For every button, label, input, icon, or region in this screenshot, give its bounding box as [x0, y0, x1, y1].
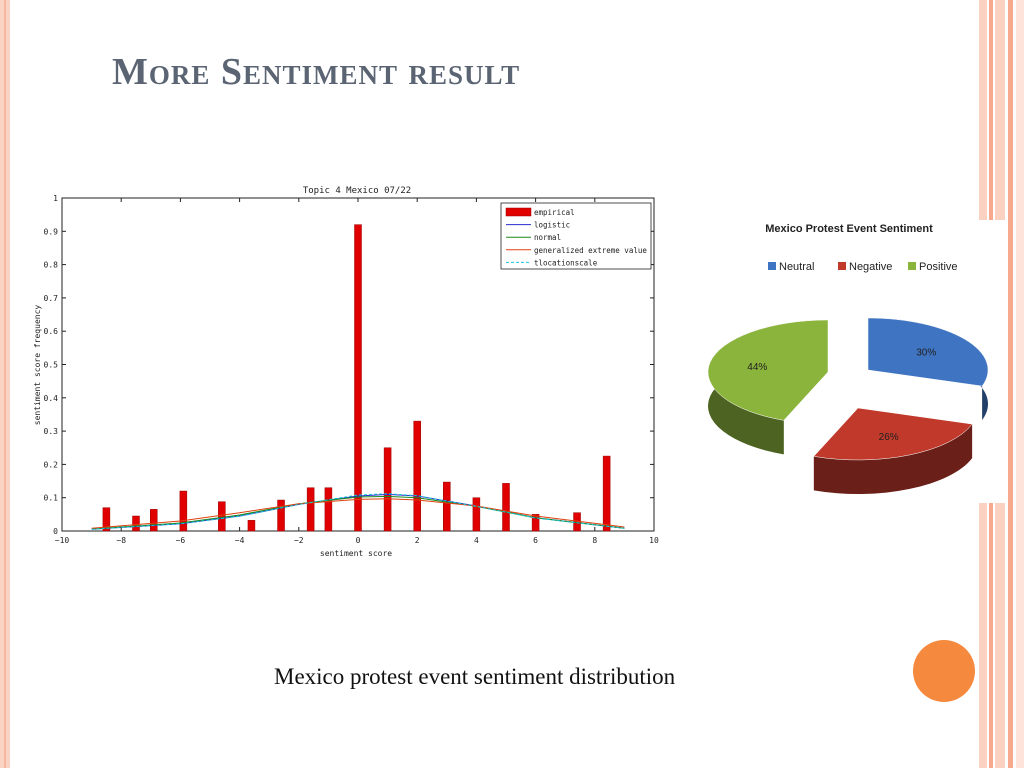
x-tick-label: 4 — [474, 536, 479, 545]
y-tick-label: 0.9 — [44, 227, 59, 236]
x-tick-label: 0 — [356, 536, 361, 545]
histogram-bar — [602, 455, 611, 532]
histogram-bar — [472, 497, 481, 532]
left-border-line — [4, 0, 6, 768]
x-tick-label: −10 — [55, 536, 70, 545]
pie-slice-side — [813, 424, 973, 494]
y-axis-label: sentiment score frequency — [33, 305, 42, 426]
y-tick-label: 0.5 — [44, 361, 59, 370]
histogram-bar — [132, 515, 140, 532]
legend-entry: tlocationscale — [534, 258, 598, 267]
x-tick-label: −6 — [176, 536, 186, 545]
pie-slice-label: 26% — [879, 432, 899, 443]
legend-entry: Negative — [849, 261, 892, 273]
pie-slice-label: 30% — [916, 348, 936, 359]
chart-legend: empirical logistic normal generalized extre… — [500, 202, 652, 270]
pie-legend: Neutral Negative Positive — [768, 261, 958, 273]
x-tick-label: −4 — [235, 536, 245, 545]
x-axis-label: sentiment score — [320, 549, 392, 558]
x-tick-label: −2 — [294, 536, 304, 545]
histogram-bar — [531, 514, 540, 532]
histogram-bar — [179, 490, 188, 532]
fit-line-normal — [91, 495, 625, 530]
histogram-chart: Topic 4 Mexico 07/22 −10 −8 −6 −4 −2 0 2 4 6 8 10 … — [33, 186, 659, 558]
x-tick-label: 10 — [649, 536, 659, 545]
right-border-stripe — [1016, 0, 1024, 768]
histogram-bar — [413, 420, 421, 532]
histogram-bar — [383, 447, 392, 532]
legend-entry: logistic — [534, 221, 570, 230]
histogram-bar — [218, 501, 226, 532]
x-tick-label: 6 — [533, 536, 538, 545]
chart-title: Topic 4 Mexico 07/22 — [303, 186, 411, 196]
legend-swatch — [768, 262, 776, 270]
legend-entry: empirical — [534, 208, 575, 217]
pie-slice-negative — [813, 407, 973, 461]
x-tick-label: −8 — [116, 536, 126, 545]
y-tick-label: 0.7 — [44, 294, 59, 303]
y-tick-label: 1 — [53, 194, 58, 203]
y-tick-label: 0 — [53, 527, 58, 536]
x-tick-label: 8 — [592, 536, 597, 545]
orange-circle-decoration — [913, 640, 975, 702]
histogram-bar — [306, 487, 315, 532]
right-border-stripe — [1008, 0, 1013, 768]
slide-title: More Sentiment result — [112, 51, 521, 93]
histogram-bar — [102, 507, 111, 532]
legend-entry: Positive — [919, 261, 958, 273]
y-tick-label: 0.1 — [44, 494, 59, 503]
x-tick-label: 2 — [415, 536, 420, 545]
histogram-bar — [324, 487, 333, 532]
histogram-bar — [443, 481, 451, 532]
y-tick-label: 0.4 — [44, 394, 59, 403]
pie-slice-positive — [707, 319, 829, 421]
y-tick-label: 0.6 — [44, 327, 59, 336]
chart-caption: Mexico protest event sentiment distribut… — [274, 664, 676, 689]
legend-swatch — [838, 262, 846, 270]
histogram-bar — [150, 509, 158, 532]
legend-entry: generalized extreme value — [534, 246, 647, 255]
y-tick-label: 0.2 — [44, 460, 59, 469]
pie-slice-neutral — [867, 317, 989, 387]
histogram-bar — [277, 499, 285, 532]
pie-slice-label: 44% — [747, 362, 767, 373]
pie-chart: Mexico Protest Event Sentiment Neutral Ne… — [688, 220, 1007, 503]
fit-line-generalized-extreme-value — [91, 498, 625, 529]
legend-swatch — [908, 262, 916, 270]
histogram-bar — [502, 483, 510, 532]
histogram-bar — [354, 224, 362, 532]
y-tick-label: 0.8 — [44, 261, 59, 270]
legend-entry: normal — [534, 233, 561, 242]
legend-swatch — [505, 207, 532, 217]
y-tick-label: 0.3 — [44, 427, 59, 436]
histogram-bar — [247, 520, 256, 532]
pie-chart-title: Mexico Protest Event Sentiment — [765, 223, 933, 235]
legend-entry: Neutral — [779, 261, 814, 273]
